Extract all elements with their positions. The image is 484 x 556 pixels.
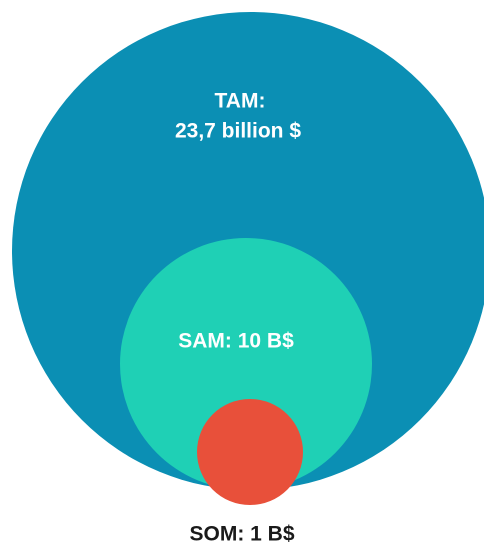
som-circle xyxy=(197,399,303,505)
tam-value: 23,7 billion $ xyxy=(175,120,301,143)
tam-label: TAM: xyxy=(215,90,266,113)
sam-circle xyxy=(120,238,372,490)
som-label: SOM: 1 B$ xyxy=(189,523,294,546)
sam-label: SAM: 10 B$ xyxy=(178,330,294,353)
